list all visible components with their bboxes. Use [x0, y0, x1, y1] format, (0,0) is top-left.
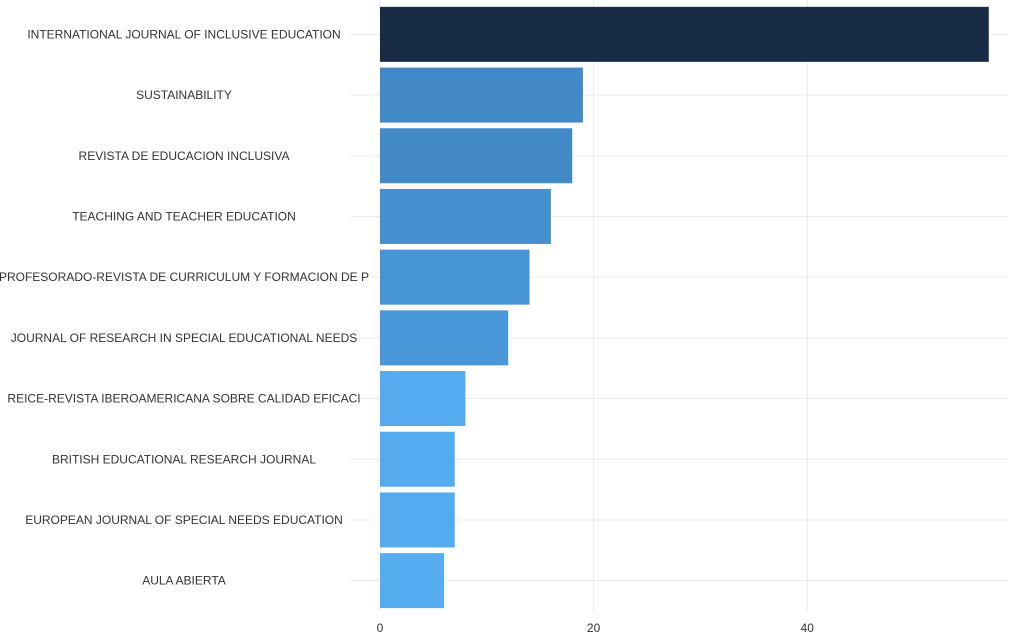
category-label: BRITISH EDUCATIONAL RESEARCH JOURNAL	[52, 452, 316, 466]
category-label: TEACHING AND TEACHER EDUCATION	[72, 209, 296, 223]
bar[interactable]	[380, 310, 509, 366]
category-label: INTERNATIONAL JOURNAL OF INCLUSIVE EDUCA…	[27, 27, 340, 41]
bar[interactable]	[380, 67, 583, 123]
category-label: REICE-REVISTA IBEROAMERICANA SOBRE CALID…	[7, 392, 360, 406]
category-labels: INTERNATIONAL JOURNAL OF INCLUSIVE EDUCA…	[0, 27, 369, 587]
bar[interactable]	[380, 492, 455, 548]
category-label: EUROPEAN JOURNAL OF SPECIAL NEEDS EDUCAT…	[25, 513, 343, 527]
bar[interactable]	[380, 249, 530, 305]
x-tick-label: 20	[587, 621, 601, 635]
x-tick-label: 40	[801, 621, 815, 635]
x-tick-label: 0	[377, 621, 384, 635]
bar[interactable]	[380, 553, 445, 609]
bar[interactable]	[380, 371, 466, 427]
x-axis-ticks: 0 20 40	[377, 621, 815, 635]
bar-layer	[380, 6, 989, 609]
category-label: REVISTA DE EDUCACION INCLUSIVA	[79, 149, 290, 163]
bar[interactable]	[380, 128, 573, 184]
category-label: SUSTAINABILITY	[136, 88, 232, 102]
bar[interactable]	[380, 431, 455, 487]
bar[interactable]	[380, 6, 989, 62]
category-label: AULA ABIERTA	[142, 574, 226, 588]
bar[interactable]	[380, 188, 551, 244]
category-label: PROFESORADO-REVISTA DE CURRICULUM Y FORM…	[0, 270, 369, 284]
category-label: JOURNAL OF RESEARCH IN SPECIAL EDUCATION…	[11, 331, 358, 345]
